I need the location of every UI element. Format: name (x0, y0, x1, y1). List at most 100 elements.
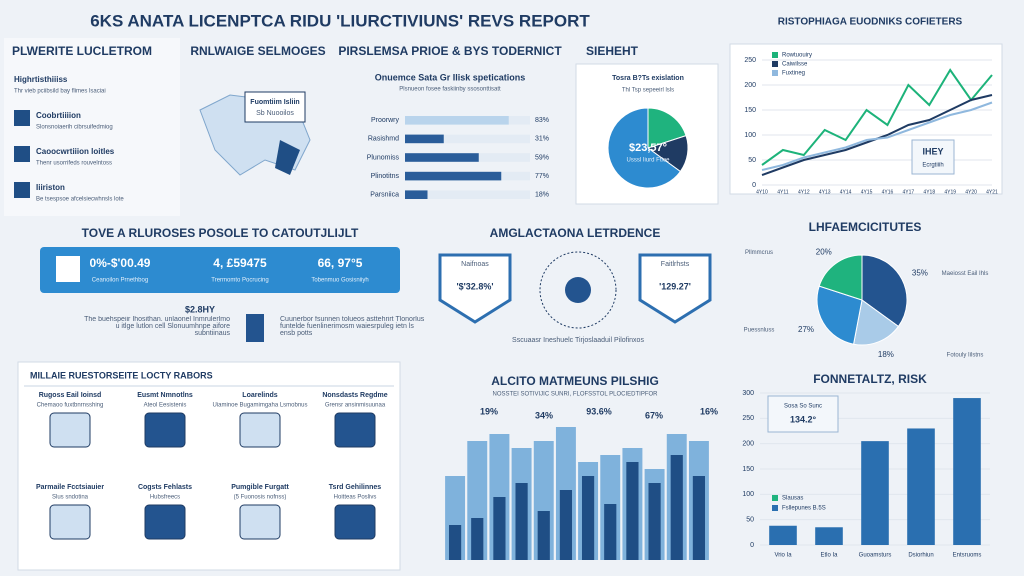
factor-text: Chemaoo fuxtbnrnsshing (37, 403, 104, 409)
panel-title: MILLAIE RUESTORSEITE LOCTY RABORS (30, 370, 213, 380)
x-tick-label: Vrio Ia (774, 553, 792, 559)
stat-value: 66, 97°5 (318, 256, 363, 270)
bar (670, 455, 683, 560)
stat-label: Trermomto Pocrucing (211, 278, 268, 284)
y-tick-label: 150 (742, 466, 754, 473)
factor-icon (334, 412, 376, 448)
overview-list: Highrtisthiiiss Thr vieb pciibsild bay fl… (14, 75, 124, 203)
y-tick-label: 50 (746, 517, 754, 524)
value-label: 31% (535, 136, 549, 143)
legend-swatch (772, 61, 778, 67)
legend-label: Fsllepunes B.5S (782, 506, 826, 512)
y-tick-label: 250 (742, 415, 754, 422)
legend-swatch (772, 495, 778, 501)
x-tick-label: 4Y20 (965, 189, 977, 195)
factor-text: Ateol Eesistenis (144, 403, 187, 409)
factor-icon (144, 412, 186, 448)
bar (471, 518, 484, 560)
bar (907, 428, 935, 545)
x-tick-label: Dsiorhiun (908, 553, 933, 559)
callout-text: Sb Nuooilos (256, 110, 294, 117)
y-tick-label: 0 (752, 182, 756, 189)
legend-swatch (772, 505, 778, 511)
pie-slice (861, 254, 908, 328)
legend-label: Fuxtineg (782, 71, 805, 77)
pie-slice (852, 299, 900, 346)
panel (729, 43, 1003, 195)
item-text: Slonsnoiaerih cibrsuifedmiog (36, 125, 113, 131)
legend-label: Caiwilsse (782, 62, 808, 68)
slice-label: 27% (798, 325, 814, 334)
value-label: 77% (535, 173, 549, 180)
x-tick-label: 4Y14 (840, 189, 852, 195)
page-title: 6KS ANATA LICENPTCA RIDU 'LIURCTIVIUNS' … (90, 11, 590, 30)
factor-text: Grensr ansinmisuunaa (325, 403, 386, 409)
item-icon (14, 146, 30, 162)
y-tick-label: 0 (750, 542, 754, 549)
factor-icon (239, 412, 281, 448)
pie-slice (607, 107, 682, 189)
map-region (275, 140, 300, 175)
section-title: TOVE A RLUROSES POSOLE TO CATOUTJLIJLT (82, 226, 359, 240)
x-tick-label: Entsruoms (953, 553, 982, 559)
chart-subtitle: Onuemce Sata Gr Ilisk spetications (375, 72, 526, 82)
slice-label: 20% (816, 247, 832, 256)
annotation: 93.6% (586, 406, 612, 416)
chart-note: Thl Tsp sepeeirl lsls (622, 88, 674, 94)
y-tick-label: 250 (744, 57, 756, 64)
pie-slice (818, 254, 863, 301)
pie-slice (816, 285, 863, 345)
factor-icon (144, 504, 186, 540)
chart-title: SIEHEHT (586, 44, 639, 58)
badge-value: '129.27' (659, 281, 691, 291)
note-title: $2.8HY (185, 304, 215, 314)
y-tick-label: 200 (742, 441, 754, 448)
x-tick-label: 4Y17 (903, 189, 915, 195)
x-tick-label: Etlo Ia (820, 553, 838, 559)
item-label: Coobrtiiiion (36, 111, 81, 120)
note-icon (246, 314, 264, 342)
factor-label: Eusmt Nmnotlns (137, 392, 193, 399)
note-text: The buehspeiir Ihosithan. unlaonel Inmru… (84, 316, 230, 337)
line (761, 68, 993, 166)
factor-text: Slus sndotina (52, 495, 89, 501)
chart-subtitle: NOSSTEI SOTIVIJIC SUNRI, FLOFSSTOL PLOCI… (492, 392, 658, 398)
slice-category: Pllmmcrus (745, 250, 773, 256)
factor-label: Loarelinds (242, 392, 278, 399)
factor-icon (239, 504, 281, 540)
bar (448, 525, 462, 560)
panel (4, 38, 180, 216)
note: Cuunerbor fsunnen tolueos asttehrirt Tlo… (280, 316, 424, 337)
chart-title: LHFAEMCICITUTES (809, 220, 922, 234)
note: The buehspeiir Ihosithan. unlaonel Inmru… (84, 316, 230, 337)
bar (405, 134, 444, 144)
bar (537, 511, 550, 560)
item-text: Thr vieb pciibsild bay flimes lsaciai (14, 89, 106, 95)
banner (40, 247, 400, 293)
bar-track (405, 134, 530, 144)
slice-label: 35% (912, 268, 928, 277)
annotation: 67% (645, 410, 663, 420)
factor-text: Hoitteas Poslivs (334, 495, 377, 501)
item-text: Be tsespsoe afcelsiecwhnsls lote (36, 197, 124, 203)
factor-icon (334, 504, 376, 540)
bar-track (405, 190, 530, 199)
x-tick-label: 4Y21 (986, 189, 998, 195)
slice-category: Puessnluss (744, 328, 775, 334)
x-tick-label: Guoamsturs (859, 553, 892, 559)
factor-icon (49, 504, 91, 540)
item-icon (14, 110, 30, 126)
factor-label: Cogsts Fehlasts (138, 484, 192, 491)
item-icon (14, 182, 30, 198)
factor-label: Pumgible Furgatt (231, 484, 289, 491)
y-tick-label: 300 (742, 390, 754, 397)
center-label: $23,57° (629, 142, 667, 154)
value-label: 83% (535, 117, 549, 124)
x-tick-label: 4Y13 (819, 189, 831, 195)
bar (515, 483, 528, 560)
slice-category: Fotouly Iilstns (947, 352, 984, 358)
banner-stats: 0%-$'00.49 Ceanoilon Prnethbog 4, £59475 Tr… (90, 256, 369, 283)
note-text: Ecrgtiiih (922, 163, 943, 169)
y-tick-label: Plunomiss (367, 154, 400, 161)
